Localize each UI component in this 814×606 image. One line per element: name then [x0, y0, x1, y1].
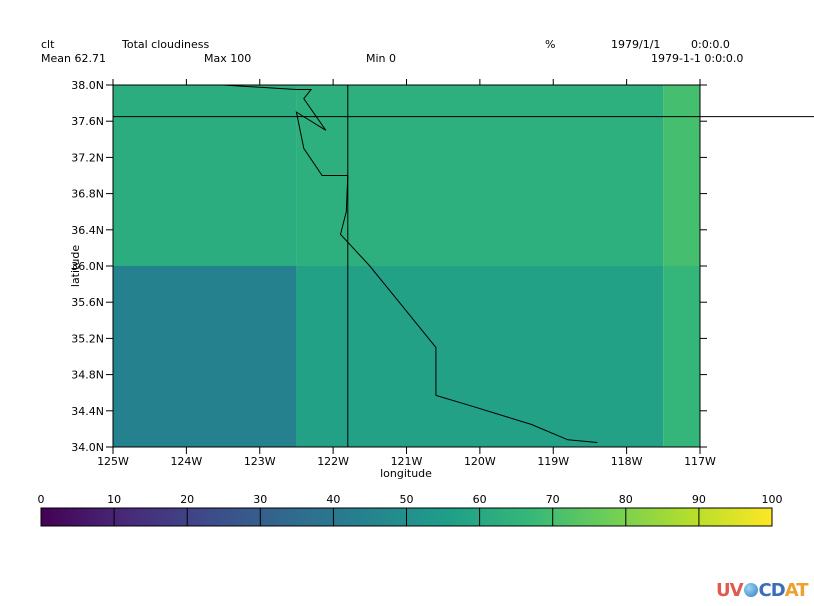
min-label: Min 0	[366, 52, 397, 65]
reference-lines	[113, 85, 814, 447]
globe-icon	[743, 583, 758, 597]
x-tick-label: 118W	[611, 455, 643, 468]
x-tick-label: 124W	[170, 455, 202, 468]
axis-ticks: 125W 124W 123W 122W 121W 120W 119W 118W 117W 34.0…	[71, 79, 716, 468]
heatmap-cells	[113, 85, 700, 447]
colorbar-tick-label: 100	[762, 493, 783, 506]
y-tick-label: 36.0N	[71, 260, 104, 273]
y-tick-label: 38.0N	[71, 79, 104, 92]
y-tick-label: 34.4N	[71, 405, 104, 418]
datetime-label: 1979-1-1 0:0:0.0	[651, 52, 744, 65]
y-axis-label: latitude	[69, 245, 82, 287]
mean-label: Mean 62.71	[41, 52, 106, 65]
colorbar-tick-label: 90	[692, 493, 706, 506]
y-tick-label: 36.4N	[71, 224, 104, 237]
coastline-path	[223, 84, 598, 443]
variable-name: clt	[41, 38, 55, 51]
x-tick-label: 122W	[317, 455, 349, 468]
y-tick-label: 34.8N	[71, 369, 104, 382]
units-label: %	[545, 38, 556, 51]
colorbar-tick-label: 40	[326, 493, 340, 506]
y-tick-label: 37.2N	[71, 151, 104, 164]
uvcdat-logo: UV CDAT	[716, 580, 809, 601]
time-label: 0:0:0.0	[691, 38, 730, 51]
x-tick-label: 125W	[97, 455, 129, 468]
colorbar-tick-label: 70	[546, 493, 560, 506]
y-tick-label: 36.8N	[71, 188, 104, 201]
y-tick-label: 34.0N	[71, 441, 104, 454]
logo-part-uv: UV	[716, 580, 744, 601]
colorbar-tick-label: 60	[473, 493, 487, 506]
colorbar-tick-label: 0	[38, 493, 45, 506]
heatmap-cell-2	[663, 266, 700, 447]
heatmap-cell-1	[296, 266, 664, 447]
x-tick-label: 119W	[537, 455, 569, 468]
max-label: Max 100	[204, 52, 252, 65]
heatmap-cell-3	[113, 85, 297, 266]
x-tick-label: 117W	[684, 455, 716, 468]
colorbar-tick-label: 10	[107, 493, 121, 506]
heatmap-cell-5	[663, 85, 700, 266]
x-axis-label: longitude	[380, 467, 432, 480]
colorbar-tick-label: 50	[400, 493, 414, 506]
logo-part-at: AT	[784, 580, 809, 601]
x-tick-label: 123W	[244, 455, 276, 468]
y-tick-label: 35.6N	[71, 296, 104, 309]
heatmap-cell-0	[113, 266, 297, 447]
variable-long-name: Total cloudiness	[122, 38, 210, 51]
x-tick-label: 121W	[391, 455, 423, 468]
y-tick-label: 37.6N	[71, 115, 104, 128]
heatmap-cell-4	[296, 85, 664, 266]
coastline	[223, 84, 598, 443]
colorbar: 0 10 20 30 40 50 60 70 80 90 100	[38, 493, 783, 527]
date-label: 1979/1/1	[611, 38, 661, 51]
logo-part-cd: CD	[758, 580, 786, 601]
x-tick-label: 120W	[464, 455, 496, 468]
colorbar-tick-label: 30	[253, 493, 267, 506]
colorbar-tick-label: 80	[619, 493, 633, 506]
colorbar-tick-label: 20	[180, 493, 194, 506]
y-tick-label: 35.2N	[71, 332, 104, 345]
